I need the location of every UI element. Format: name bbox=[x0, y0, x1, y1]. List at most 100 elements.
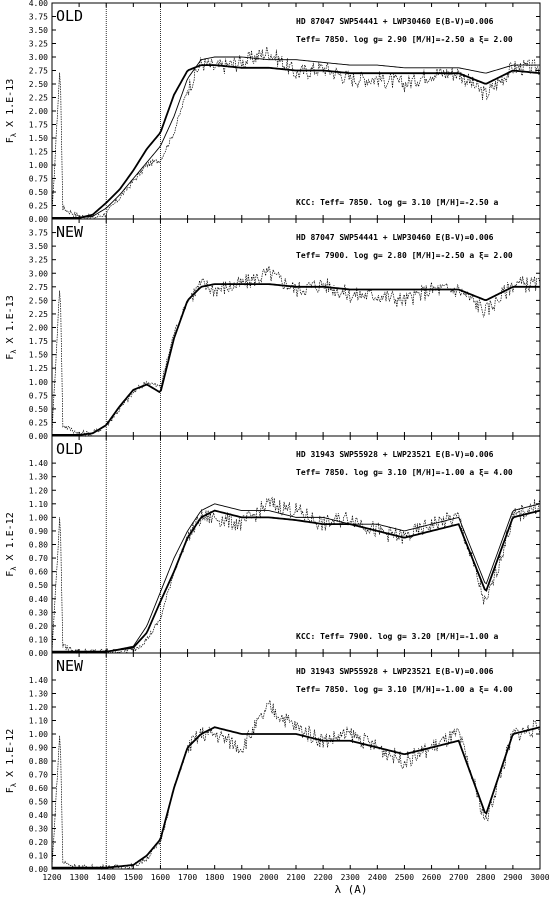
y-tick-label: 1.00 bbox=[29, 513, 48, 522]
y-tick-label: 3.25 bbox=[29, 256, 48, 265]
y-axis-label: Fλ X 1.E-12 bbox=[5, 729, 18, 793]
y-tick-label: 0.10 bbox=[29, 635, 48, 644]
y-tick-label: 0.30 bbox=[29, 825, 48, 834]
y-tick-label: 0.10 bbox=[29, 852, 48, 861]
info-bottom: KCC: Teff= 7850. log g= 3.10 [M/H]=-2.50… bbox=[296, 198, 498, 207]
panel-tag: NEW bbox=[56, 223, 84, 241]
panel-tag: OLD bbox=[56, 7, 83, 25]
y-tick-label: 2.25 bbox=[29, 94, 48, 103]
y-tick-label: 1.75 bbox=[29, 121, 48, 130]
y-tick-label: 0.00 bbox=[29, 432, 48, 441]
y-tick-label: 2.25 bbox=[29, 310, 48, 319]
y-tick-label: 0.20 bbox=[29, 622, 48, 631]
y-tick-label: 2.75 bbox=[29, 67, 48, 76]
y-tick-label: 2.50 bbox=[29, 296, 48, 305]
panel-1: 0.00 0.25 0.50 0.75 1.00 1.25 1.50 1.75 2.00 2.25… bbox=[5, 0, 541, 224]
model-spectrum-thin-line bbox=[52, 503, 541, 653]
info-line-1: HD 31943 SWP55928 + LWP23521 E(B-V)=0.00… bbox=[296, 450, 494, 459]
y-tick-label: 1.00 bbox=[29, 161, 48, 170]
y-tick-label: 3.50 bbox=[29, 242, 48, 251]
y-tick-label: 0.40 bbox=[29, 595, 48, 604]
info-line-2: Teff= 7850. log g= 3.10 [M/H]=-1.00 a ξ=… bbox=[296, 468, 513, 477]
y-tick-label: 0.30 bbox=[29, 608, 48, 617]
y-tick-label: 2.00 bbox=[29, 107, 48, 116]
y-axis-label: Fλ X 1.E-13 bbox=[5, 79, 18, 143]
x-tick-label: 2400 bbox=[368, 873, 387, 882]
y-tick-label: 0.80 bbox=[29, 541, 48, 550]
y-tick-label: 0.70 bbox=[29, 554, 48, 563]
panel-4: 0.00 0.10 0.20 0.30 0.40 0.50 0.60 0.70 0.80 0.90… bbox=[5, 652, 549, 896]
y-tick-label: 0.20 bbox=[29, 838, 48, 847]
y-tick-label: 1.00 bbox=[29, 730, 48, 739]
x-tick-label: 2000 bbox=[259, 873, 278, 882]
info-line-2: Teff= 7900. log g= 2.80 [M/H]=-2.50 a ξ=… bbox=[296, 251, 513, 260]
y-tick-label: 1.25 bbox=[29, 148, 48, 157]
x-tick-label: 2100 bbox=[286, 873, 305, 882]
y-tick-label: 1.75 bbox=[29, 337, 48, 346]
y-tick-label: 3.75 bbox=[29, 229, 48, 238]
info-line-2: Teff= 7850. log g= 2.90 [M/H]=-2.50 a ξ=… bbox=[296, 35, 513, 44]
y-tick-label: 1.20 bbox=[29, 703, 48, 712]
y-tick-label: 0.25 bbox=[29, 202, 48, 211]
y-tick-label: 2.50 bbox=[29, 80, 48, 89]
x-tick-label: 2200 bbox=[313, 873, 332, 882]
y-tick-label: 1.25 bbox=[29, 364, 48, 373]
model-spectrum-thick-line bbox=[52, 283, 540, 436]
observed-spectrum-line bbox=[51, 700, 541, 871]
x-tick-label: 3000 bbox=[530, 873, 549, 882]
panel-2: 0.00 0.25 0.50 0.75 1.00 1.25 1.50 1.75 2.00 2.25… bbox=[5, 218, 541, 441]
info-line-1: HD 31943 SWP55928 + LWP23521 E(B-V)=0.00… bbox=[296, 667, 494, 676]
y-tick-label: 0.75 bbox=[29, 175, 48, 184]
observed-spectrum-line bbox=[51, 266, 541, 438]
y-tick-label: 3.75 bbox=[29, 13, 48, 22]
y-tick-label: 0.50 bbox=[29, 188, 48, 197]
y-tick-label: 0.25 bbox=[29, 418, 48, 427]
y-tick-label: 0.60 bbox=[29, 784, 48, 793]
x-tick-label: 2300 bbox=[341, 873, 360, 882]
model-spectrum-thick-line bbox=[52, 64, 541, 219]
y-tick-label: 1.20 bbox=[29, 486, 48, 495]
y-tick-label: 0.40 bbox=[29, 811, 48, 820]
panel-tag: NEW bbox=[56, 657, 84, 675]
y-tick-label: 3.50 bbox=[29, 26, 48, 35]
info-line-1: HD 87047 SWP54441 + LWP30460 E(B-V)=0.00… bbox=[296, 17, 494, 26]
y-tick-label: 0.50 bbox=[29, 798, 48, 807]
x-tick-label: 1300 bbox=[69, 873, 88, 882]
x-tick-label: 1200 bbox=[42, 873, 61, 882]
y-tick-label: 0.75 bbox=[29, 391, 48, 400]
observed-spectrum-line bbox=[51, 46, 541, 220]
y-tick-label: 0.00 bbox=[29, 215, 48, 224]
y-tick-label: 1.40 bbox=[29, 676, 48, 685]
panel-tag: OLD bbox=[56, 440, 83, 458]
y-tick-label: 2.00 bbox=[29, 324, 48, 333]
x-tick-label: 1700 bbox=[178, 873, 197, 882]
y-tick-label: 0.50 bbox=[29, 581, 48, 590]
y-tick-label: 1.30 bbox=[29, 473, 48, 482]
x-tick-label: 1400 bbox=[97, 873, 116, 882]
y-tick-label: 1.50 bbox=[29, 351, 48, 360]
y-tick-label: 2.75 bbox=[29, 283, 48, 292]
x-tick-label: 2800 bbox=[476, 873, 495, 882]
y-tick-label: 0.00 bbox=[29, 865, 48, 874]
x-tick-label: 1600 bbox=[151, 873, 170, 882]
y-axis-label: Fλ X 1.E-12 bbox=[5, 512, 18, 576]
y-tick-label: 3.00 bbox=[29, 53, 48, 62]
info-line-1: HD 87047 SWP54441 + LWP30460 E(B-V)=0.00… bbox=[296, 233, 494, 242]
y-tick-label: 0.50 bbox=[29, 405, 48, 414]
y-tick-label: 1.10 bbox=[29, 717, 48, 726]
model-spectrum-thin-line bbox=[52, 56, 540, 219]
y-tick-label: 3.00 bbox=[29, 269, 48, 278]
y-tick-label: 1.00 bbox=[29, 378, 48, 387]
y-tick-label: 1.50 bbox=[29, 134, 48, 143]
y-tick-label: 3.25 bbox=[29, 40, 48, 49]
y-tick-label: 1.30 bbox=[29, 690, 48, 699]
x-tick-label: 1500 bbox=[124, 873, 143, 882]
y-tick-label: 0.60 bbox=[29, 568, 48, 577]
model-spectrum-thick-line bbox=[52, 509, 541, 653]
x-tick-label: 2500 bbox=[395, 873, 414, 882]
panel-3: 0.00 0.10 0.20 0.30 0.40 0.50 0.60 0.70 0.80 0.90… bbox=[5, 435, 541, 658]
y-tick-label: 0.70 bbox=[29, 771, 48, 780]
y-tick-label: 0.00 bbox=[29, 649, 48, 658]
info-line-2: Teff= 7850. log g= 3.10 [M/H]=-1.00 a ξ=… bbox=[296, 685, 513, 694]
